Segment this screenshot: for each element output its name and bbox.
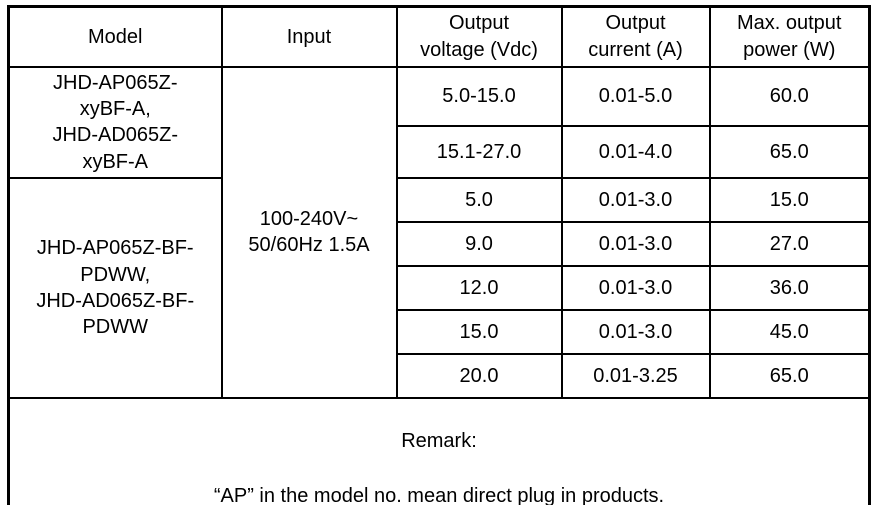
- current-cell: 0.01-5.0: [560, 65, 711, 127]
- voltage-cell: 5.0: [395, 177, 563, 224]
- col-header-model: Model: [7, 5, 223, 68]
- current-cell: 0.01-3.0: [560, 221, 711, 268]
- current-cell: 0.01-4.0: [560, 124, 711, 180]
- power-cell: 60.0: [708, 65, 871, 127]
- col-header-power: Max. output power (W): [708, 5, 871, 68]
- voltage-cell: 15.0: [395, 309, 563, 356]
- current-cell: 0.01-3.0: [560, 309, 711, 356]
- model-group-cell-2: JHD-AP065Z-BF- PDWW, JHD-AD065Z-BF- PDWW: [7, 177, 223, 400]
- table-row: 20.0 0.01-3.25 65.0: [9, 353, 871, 400]
- voltage-cell: 20.0: [395, 353, 563, 400]
- col-header-input: Input: [220, 5, 398, 68]
- input-spec-cell: 100-240V~ 50/60Hz 1.5A: [220, 65, 398, 400]
- table-row: JHD-AP065Z- xyBF-A, JHD-AD065Z- xyBF-A 1…: [7, 65, 871, 400]
- voltage-cell: 15.1-27.0: [395, 124, 563, 180]
- remark-title: Remark:: [401, 430, 477, 453]
- voltage-cell: 5.0-15.0: [395, 65, 563, 127]
- remark-row: Remark: “AP” in the model no. mean direc…: [7, 397, 871, 505]
- table-row: JHD-AP065Z-BF- PDWW, JHD-AD065Z-BF- PDWW…: [7, 177, 871, 400]
- power-cell: 27.0: [708, 221, 871, 268]
- power-cell: 15.0: [708, 177, 871, 224]
- power-cell: 45.0: [708, 309, 871, 356]
- remark-section: Remark: “AP” in the model no. mean direc…: [7, 397, 871, 505]
- voltage-cell: 9.0: [395, 221, 563, 268]
- col-header-current: Output current (A): [560, 5, 711, 68]
- table-row: 15.1-27.0 0.01-4.0 65.0: [9, 124, 871, 180]
- current-cell: 0.01-3.0: [560, 265, 711, 312]
- power-spec-table: Model Input Output voltage (Vdc) Output …: [7, 5, 871, 505]
- current-cell: 0.01-3.25: [560, 353, 711, 400]
- table-row: 9.0 0.01-3.0 27.0: [9, 221, 871, 268]
- power-cell: 36.0: [708, 265, 871, 312]
- col-header-voltage: Output voltage (Vdc): [395, 5, 563, 68]
- header-row: Model Input Output voltage (Vdc) Output …: [7, 5, 871, 68]
- table-row: 15.0 0.01-3.0 45.0: [9, 309, 871, 356]
- power-cell: 65.0: [708, 353, 871, 400]
- voltage-cell: 12.0: [395, 265, 563, 312]
- model-group-cell-1: JHD-AP065Z- xyBF-A, JHD-AD065Z- xyBF-A: [7, 65, 223, 180]
- current-cell: 0.01-3.0: [560, 177, 711, 224]
- power-cell: 65.0: [708, 124, 871, 180]
- remark-line: “AP” in the model no. mean direct plug i…: [213, 485, 665, 505]
- table-row: 12.0 0.01-3.0 36.0: [9, 265, 871, 312]
